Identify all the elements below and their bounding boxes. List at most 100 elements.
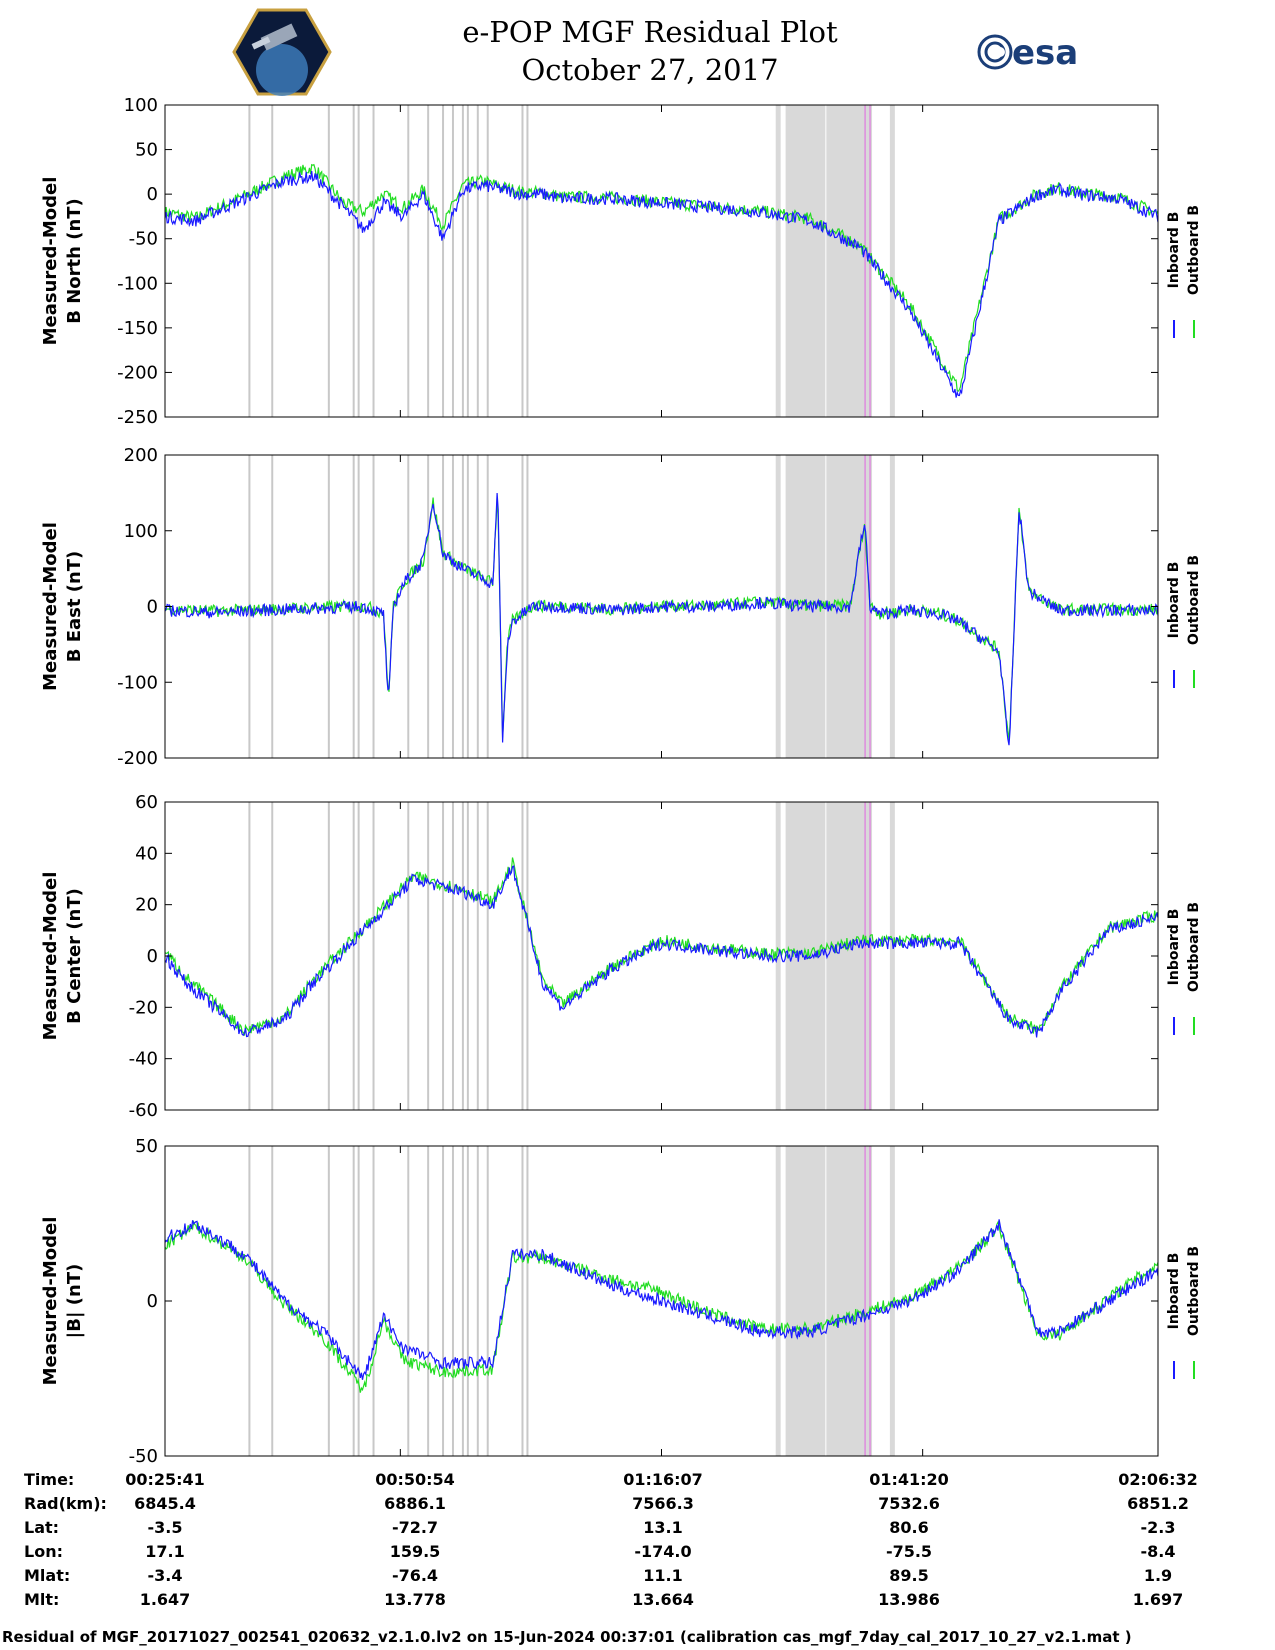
table-cell: -2.3 — [1141, 1518, 1176, 1537]
b-east-ytick-label: 200 — [124, 445, 158, 466]
panel-b-north: 100 50 0 -50 -100 -150 -200 -250 Measured-Model B… — [40, 95, 1202, 428]
b-north-shaded-region — [889, 105, 895, 417]
b-center-inboard-series — [164, 865, 1159, 1038]
table-cell: 01:41:20 — [869, 1470, 949, 1489]
table-cell: 13.986 — [878, 1590, 940, 1609]
table-cell: 7532.6 — [878, 1494, 940, 1513]
b-north-outboard-series — [164, 163, 1159, 392]
b-magnitude-inboard-series — [164, 1219, 1159, 1380]
table-label-mlat: Mlat: — [24, 1566, 70, 1585]
b-magnitude-shaded-region — [775, 1146, 781, 1456]
b-east-ylabel-line1: Measured-Model — [40, 522, 61, 691]
b-center-ytick-label: 0 — [147, 946, 158, 967]
table-cell: 1.9 — [1144, 1566, 1172, 1585]
table-cell: 1.697 — [1133, 1590, 1184, 1609]
b-north-inboard-series — [164, 171, 1159, 398]
table-cell: 00:50:54 — [375, 1470, 455, 1489]
b-east-legend-outboard-label: Outboard B — [1186, 555, 1202, 645]
table-cell: -72.7 — [392, 1518, 438, 1537]
b-center-ytick-label: -20 — [129, 997, 158, 1018]
table-cell: 7566.3 — [632, 1494, 694, 1513]
b-center-ytick-label: 20 — [135, 895, 158, 916]
panel-b-magnitude: 50 0 -50 Measured-Model |B| (nT) Inboard B Out… — [40, 1136, 1202, 1467]
b-north-ylabel-line2: B North (nT) — [64, 198, 85, 324]
b-north-shaded-region — [775, 105, 781, 417]
b-east-ytick-label: 0 — [147, 597, 158, 618]
b-north-ylabel-line1: Measured-Model — [40, 177, 61, 346]
table-cell: 6851.2 — [1127, 1494, 1189, 1513]
b-north-plot-frame — [164, 104, 1159, 418]
table-cell: 6886.1 — [384, 1494, 446, 1513]
ephemeris-table: Time: Rad(km): Lat: Lon: Mlat: Mlt: 00:2… — [24, 1470, 1198, 1609]
b-north-legend-outboard-label: Outboard B — [1186, 205, 1202, 295]
figure-date: October 27, 2017 — [521, 53, 778, 87]
b-north-ytick-label: -50 — [129, 229, 158, 250]
table-cell: -3.4 — [148, 1566, 183, 1585]
b-east-legend-inboard-label: Inboard B — [1166, 562, 1182, 639]
b-north-shaded-region — [826, 105, 873, 417]
table-cell: 13.778 — [384, 1590, 446, 1609]
table-cell: 11.1 — [643, 1566, 682, 1585]
b-magnitude-plot-frame — [164, 1145, 1159, 1457]
b-east-inboard-series — [164, 492, 1159, 746]
table-label-lat: Lat: — [24, 1518, 59, 1537]
b-magnitude-shaded-region — [826, 1146, 873, 1456]
b-north-ytick-label: -250 — [117, 407, 158, 428]
table-cell: -76.4 — [392, 1566, 438, 1585]
table-cell: 159.5 — [390, 1542, 441, 1561]
b-center-shaded-region — [826, 802, 873, 1110]
b-north-legend-inboard-label: Inboard B — [1166, 212, 1182, 289]
table-cell: 13.1 — [643, 1518, 682, 1537]
b-center-legend-outboard-label: Outboard B — [1186, 902, 1202, 992]
b-center-plot-frame — [164, 801, 1159, 1111]
b-center-ytick-label: 40 — [135, 843, 158, 864]
b-north-ytick-label: -200 — [117, 362, 158, 383]
b-east-ytick-label: 100 — [124, 521, 158, 542]
table-cell: 00:25:41 — [125, 1470, 205, 1489]
table-cell: 80.6 — [889, 1518, 928, 1537]
b-north-shaded-region — [785, 105, 826, 417]
table-cell: 02:06:32 — [1118, 1470, 1198, 1489]
panel-b-center: 60 40 20 0 -20 -40 -60 Measured-Model B Center (… — [40, 792, 1202, 1121]
table-cell: 17.1 — [145, 1542, 184, 1561]
table-cell: -174.0 — [634, 1542, 691, 1561]
b-magnitude-legend-inboard-label: Inboard B — [1166, 1253, 1182, 1330]
table-label-time: Time: — [24, 1470, 74, 1489]
table-cell: -75.5 — [886, 1542, 932, 1561]
b-north-ytick-label: 100 — [124, 95, 158, 116]
b-center-ytick-label: -40 — [129, 1049, 158, 1070]
table-cell: -8.4 — [1141, 1542, 1176, 1561]
b-magnitude-ylabel-line1: Measured-Model — [40, 1217, 61, 1386]
b-center-shaded-region — [889, 802, 895, 1110]
b-east-ylabel-line2: B East (nT) — [64, 551, 85, 663]
b-magnitude-legend-outboard-label: Outboard B — [1186, 1246, 1202, 1336]
b-center-ylabel-line1: Measured-Model — [40, 872, 61, 1041]
b-east-ytick-label: -200 — [117, 748, 158, 769]
b-north-ytick-label: -100 — [117, 273, 158, 294]
b-north-ytick-label: 0 — [147, 184, 158, 205]
b-magnitude-ytick-label: -50 — [129, 1446, 158, 1467]
b-center-legend-inboard-label: Inboard B — [1166, 909, 1182, 986]
table-cell: 6845.4 — [134, 1494, 196, 1513]
table-cell: -3.5 — [148, 1518, 183, 1537]
b-magnitude-ylabel-line2: |B| (nT) — [64, 1264, 85, 1339]
esa-logo-text: esa — [1012, 33, 1078, 73]
b-magnitude-outboard-series — [164, 1219, 1159, 1393]
b-magnitude-ytick-label: 0 — [147, 1291, 158, 1312]
b-east-shaded-region — [889, 455, 895, 758]
table-label-radius: Rad(km): — [24, 1494, 107, 1513]
table-cell: 13.664 — [632, 1590, 694, 1609]
b-east-outboard-series — [164, 497, 1159, 741]
table-label-lon: Lon: — [24, 1542, 63, 1561]
panel-b-east: 200 100 0 -100 -200 Measured-Model B East (nT)… — [40, 445, 1202, 769]
b-magnitude-ytick-label: 50 — [135, 1136, 158, 1157]
b-magnitude-shaded-region — [785, 1146, 826, 1456]
figure-title: e-POP MGF Residual Plot — [462, 15, 838, 49]
footer-caption: Residual of MGF_20171027_002541_020632_v… — [2, 1628, 1132, 1646]
b-center-ylabel-line2: B Center (nT) — [64, 888, 85, 1024]
b-north-ytick-label: -150 — [117, 318, 158, 339]
cassiope-mission-logo — [232, 8, 332, 96]
table-label-mlt: Mlt: — [24, 1590, 59, 1609]
table-cell: 1.647 — [140, 1590, 191, 1609]
